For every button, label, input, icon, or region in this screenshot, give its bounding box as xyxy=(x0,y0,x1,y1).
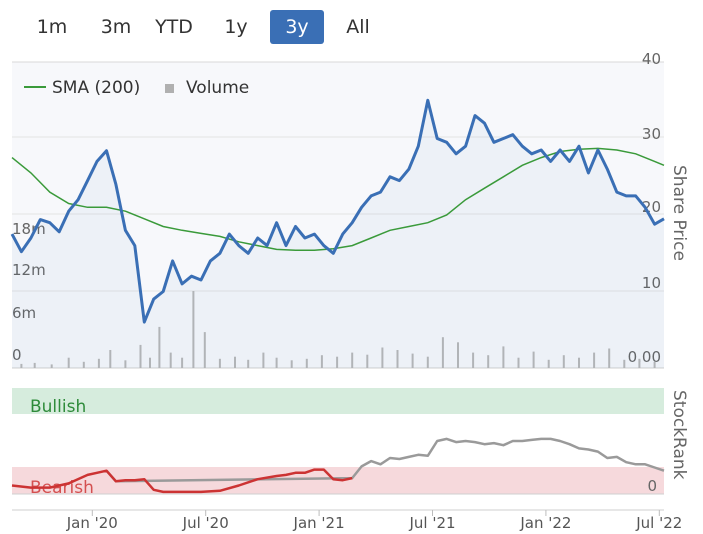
volume-bar xyxy=(262,352,265,368)
volume-bar xyxy=(336,356,339,368)
rank-tick-label: 0 xyxy=(647,477,657,495)
bearish-label: Bearish xyxy=(30,478,94,498)
share-price-axis-title: Share Price xyxy=(669,165,689,261)
volume-bar xyxy=(124,360,127,368)
volume-tick-label: 6m xyxy=(12,304,36,322)
volume-bar xyxy=(441,337,444,368)
volume-tick-label: 0 xyxy=(12,346,22,364)
volume-bar xyxy=(547,359,550,368)
volume-bar xyxy=(578,357,580,368)
volume-bar xyxy=(502,346,505,368)
legend-volume-label[interactable]: Volume xyxy=(186,78,249,98)
volume-tick-label: 12m xyxy=(12,261,46,279)
volume-bar xyxy=(50,364,53,368)
price-tick-label: 0.00 xyxy=(628,348,661,366)
volume-bar xyxy=(275,357,278,368)
stockrank-bearish-line[interactable] xyxy=(11,468,353,494)
volume-bar xyxy=(305,358,308,368)
stockrank-axis-title: StockRank xyxy=(669,390,689,480)
x-tick-label: Jan '21 xyxy=(293,514,345,532)
price-lines xyxy=(10,98,665,369)
volume-bar xyxy=(517,357,520,368)
volume-bar xyxy=(97,358,100,368)
range-button-ytd[interactable]: YTD xyxy=(155,16,193,38)
volume-bar xyxy=(109,350,112,368)
bullish-label: Bullish xyxy=(30,397,86,417)
legend-sma-label[interactable]: SMA (200) xyxy=(52,78,140,98)
x-tick-label: Jul '22 xyxy=(635,514,682,532)
price-plot-area xyxy=(12,62,664,368)
share-price-line[interactable] xyxy=(10,98,665,324)
volume-bar xyxy=(290,360,293,368)
volume-bar xyxy=(149,357,151,368)
volume-bar xyxy=(472,352,475,368)
volume-bar xyxy=(426,356,429,368)
volume-bar xyxy=(638,358,641,368)
volume-bar xyxy=(366,354,369,368)
range-button-1y[interactable]: 1y xyxy=(224,16,248,38)
range-button-all[interactable]: All xyxy=(346,16,370,38)
volume-bar xyxy=(218,358,221,368)
volume-bar xyxy=(181,357,184,368)
stockrank-neutral-line[interactable] xyxy=(105,437,665,483)
range-button-1m[interactable]: 1m xyxy=(36,16,68,38)
volume-bar xyxy=(623,359,626,368)
share-price-area xyxy=(12,100,664,369)
rank-lines xyxy=(11,437,665,494)
volume-bar xyxy=(381,347,384,368)
volume-bar xyxy=(653,361,656,368)
volume-bar xyxy=(562,355,565,368)
range-selector: 1m 3m YTD 1y 3y All xyxy=(0,10,420,46)
volume-bar xyxy=(247,359,250,368)
volume-bar xyxy=(139,344,142,368)
price-tick-label: 10 xyxy=(642,274,661,292)
volume-bar xyxy=(33,362,36,368)
volume-legend-icon xyxy=(165,84,174,93)
volume-bar xyxy=(20,363,23,368)
x-tick-label: Jul '20 xyxy=(182,514,229,532)
volume-bar xyxy=(351,352,354,368)
volume-bar xyxy=(169,352,172,368)
price-tick-label: 30 xyxy=(642,125,661,143)
volume-bar xyxy=(203,332,206,368)
volume-bar xyxy=(532,351,535,368)
volume-bar xyxy=(411,353,414,368)
volume-bar xyxy=(67,357,70,368)
volume-bar xyxy=(457,342,459,368)
volume-bar xyxy=(192,291,195,368)
volume-bar xyxy=(234,356,236,368)
volume-bar xyxy=(158,326,161,368)
volume-bar xyxy=(487,355,490,368)
bullish-band xyxy=(12,388,664,414)
volume-bar xyxy=(82,361,85,368)
price-tick-label: 40 xyxy=(642,50,661,68)
range-button-3y[interactable]: 3y xyxy=(270,10,324,44)
volume-bar xyxy=(396,350,399,368)
x-tick-label: Jan '20 xyxy=(66,514,118,532)
x-axis-ticks: Jan '20 Jul '20 Jan '21 Jul '21 Jan '22 Jul '… xyxy=(66,510,682,532)
volume-bar xyxy=(593,352,596,368)
x-tick-label: Jul '21 xyxy=(408,514,455,532)
x-tick-label: Jan '22 xyxy=(519,514,571,532)
volume-bar xyxy=(320,355,323,368)
volume-bars xyxy=(20,291,656,368)
volume-bar xyxy=(608,348,611,368)
range-button-3m[interactable]: 3m xyxy=(100,16,132,38)
